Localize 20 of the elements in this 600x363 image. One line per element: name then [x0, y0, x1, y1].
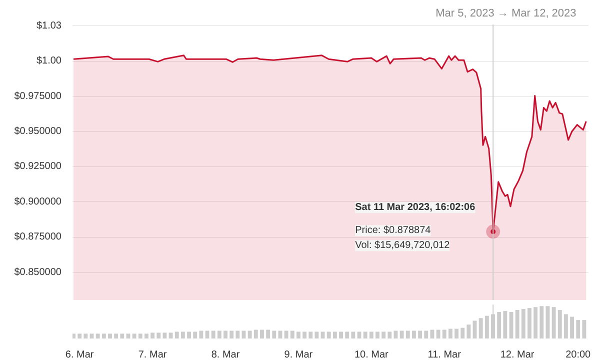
- x-tick-label: 11. Mar: [428, 350, 462, 360]
- x-tick-label: 7. Mar: [138, 350, 168, 360]
- y-tick-label: $1.03: [36, 20, 62, 32]
- annotation: Vol: $15,649,720,012: [355, 240, 450, 252]
- x-tick-label: 9. Mar: [284, 350, 314, 360]
- y-tick-label: $0.850000: [14, 266, 62, 278]
- annotation: Price: $0.878874: [355, 225, 432, 236]
- annotation: Sat 11 Mar 2023, 16:02:06: [355, 202, 476, 214]
- y-tick-label: $0.950000: [14, 126, 62, 138]
- y-tick-label: $0.925000: [14, 161, 62, 172]
- y-tick-label: $1.00: [36, 56, 62, 67]
- y-tick-label: $0.875000: [14, 232, 62, 243]
- y-tick-label: $0.975000: [14, 90, 62, 102]
- x-tick-label: 10. Mar: [354, 350, 390, 360]
- x-tick-label: 20:00: [566, 350, 592, 360]
- x-tick-label: 6. Mar: [65, 350, 94, 360]
- x-tick-label: 8. Mar: [211, 350, 240, 360]
- x-tick-label: 12. Mar: [500, 350, 535, 360]
- y-tick-label: $0.900000: [14, 196, 62, 208]
- text: Mar 5, 2023 → Mar 12, 2023: [436, 8, 576, 20]
